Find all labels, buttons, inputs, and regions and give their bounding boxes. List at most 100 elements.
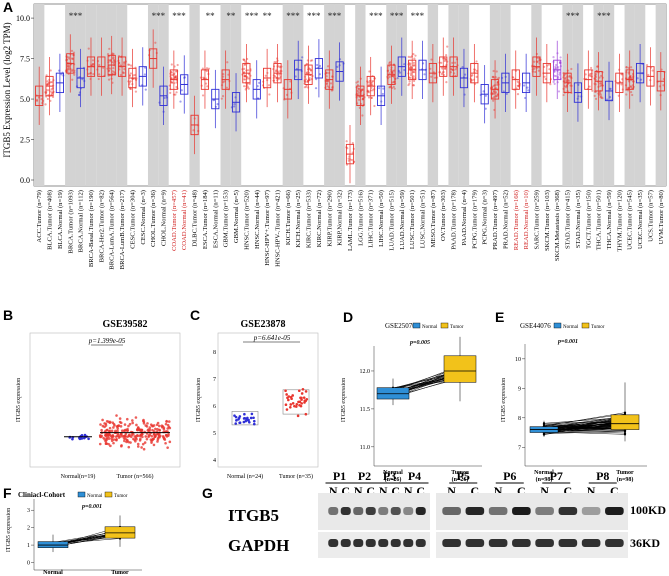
point-tumor	[136, 434, 140, 438]
y-tick-label: 10	[515, 357, 521, 363]
point-tumor	[150, 441, 153, 444]
x-label: CESC.Normal (n=3)	[140, 190, 147, 245]
point-tumor	[156, 436, 160, 440]
point-tumor	[117, 424, 121, 427]
data-point	[221, 95, 225, 98]
point-tumor	[111, 434, 115, 437]
point-tumor	[141, 432, 144, 436]
panel-c-points	[231, 388, 310, 426]
point-tumor	[102, 436, 105, 440]
data-point	[496, 83, 499, 86]
data-point	[492, 89, 495, 92]
panel-b-ylabel: ITGB5 expression	[16, 378, 22, 422]
point-tumor	[111, 421, 115, 425]
data-point	[243, 75, 247, 78]
data-point	[170, 73, 173, 77]
data-point	[66, 65, 69, 68]
data-point	[35, 99, 39, 102]
data-point	[267, 84, 271, 87]
point-tumor	[156, 427, 159, 431]
data-point	[109, 67, 112, 70]
panel-e-title: GSE44076	[520, 322, 551, 330]
panel-f-xlabel-tumor: Tumor	[111, 570, 129, 576]
x-label: ESCA.Tumor (n=184)	[202, 190, 209, 249]
panel-c-xlabel-normal: Normal (n=24)	[227, 473, 263, 480]
band-gapdh	[605, 539, 624, 547]
y-tick-label: 5.0	[20, 95, 30, 104]
data-point	[450, 68, 454, 71]
y-tick-label: 1	[27, 543, 30, 549]
x-label: SARC.Tumor (n=259)	[533, 190, 540, 250]
panel-b-frame	[29, 332, 181, 468]
point-tumor	[167, 420, 171, 423]
point-tumor	[108, 421, 112, 425]
data-point	[484, 94, 487, 97]
point-tumor	[123, 439, 126, 443]
data-point	[388, 72, 391, 75]
data-point	[557, 66, 560, 69]
data-point	[412, 52, 415, 56]
y-tick-label: 2	[27, 526, 30, 532]
band-gapdh	[390, 539, 401, 547]
panel-e-xlabel-normal: Normal	[534, 470, 554, 476]
data-point	[391, 69, 395, 72]
data-point	[278, 77, 281, 80]
patient-label: P1	[333, 469, 346, 483]
data-point	[275, 60, 278, 64]
data-point	[449, 67, 453, 71]
data-point	[429, 67, 432, 70]
data-point	[516, 80, 519, 83]
data-point	[630, 66, 633, 69]
data-point	[625, 66, 628, 69]
data-point	[226, 61, 229, 64]
point-normal	[247, 418, 250, 422]
x-label: BRCA-Basal.Tumor (n=190)	[88, 190, 95, 267]
data-point	[109, 58, 112, 62]
data-point	[629, 76, 632, 79]
data-point	[491, 75, 494, 79]
band-itgb5	[535, 507, 554, 515]
data-point	[557, 90, 561, 93]
point-tumor	[112, 426, 115, 429]
data-point	[170, 81, 174, 84]
lane-label-c: C	[416, 484, 425, 498]
data-point	[201, 94, 205, 97]
data-point	[305, 85, 308, 88]
x-label: BRCA.Tumor (n=1093)	[67, 190, 74, 254]
data-point	[413, 57, 416, 60]
data-point	[87, 72, 90, 75]
point-normal	[244, 419, 248, 423]
data-point	[548, 68, 551, 71]
x-label: THCA.Normal (n=59)	[606, 190, 613, 249]
point-tumor	[127, 424, 130, 428]
point-tumor	[108, 433, 111, 436]
x-label: HNSC.Tumor (n=520)	[243, 190, 250, 250]
point-tumor	[135, 423, 138, 427]
panel-e-legend-tumor-swatch	[581, 322, 590, 329]
data-point	[128, 74, 131, 77]
panel-f-letter: F	[3, 485, 12, 501]
data-point	[306, 62, 309, 65]
x-label: CHOL.Tumor (n=36)	[150, 190, 157, 247]
data-point	[244, 60, 247, 63]
point-tumor	[303, 399, 307, 402]
shade-band	[65, 4, 76, 186]
data-point	[307, 86, 310, 89]
data-point	[315, 78, 318, 81]
point-tumor	[284, 403, 288, 407]
panel-a-letter: A	[3, 0, 13, 15]
data-point	[264, 74, 267, 77]
data-point	[109, 59, 112, 63]
significance-mark: ***	[307, 11, 321, 21]
panel-e-legend-normal-swatch	[553, 322, 562, 329]
data-point	[392, 75, 395, 78]
data-point	[66, 67, 70, 70]
band-gapdh	[378, 539, 389, 547]
data-point	[243, 75, 246, 78]
x-label: UCEC.Normal (n=35)	[637, 190, 644, 249]
data-point	[496, 93, 499, 96]
data-point	[347, 159, 350, 162]
data-point	[326, 80, 329, 83]
data-point	[361, 98, 364, 101]
